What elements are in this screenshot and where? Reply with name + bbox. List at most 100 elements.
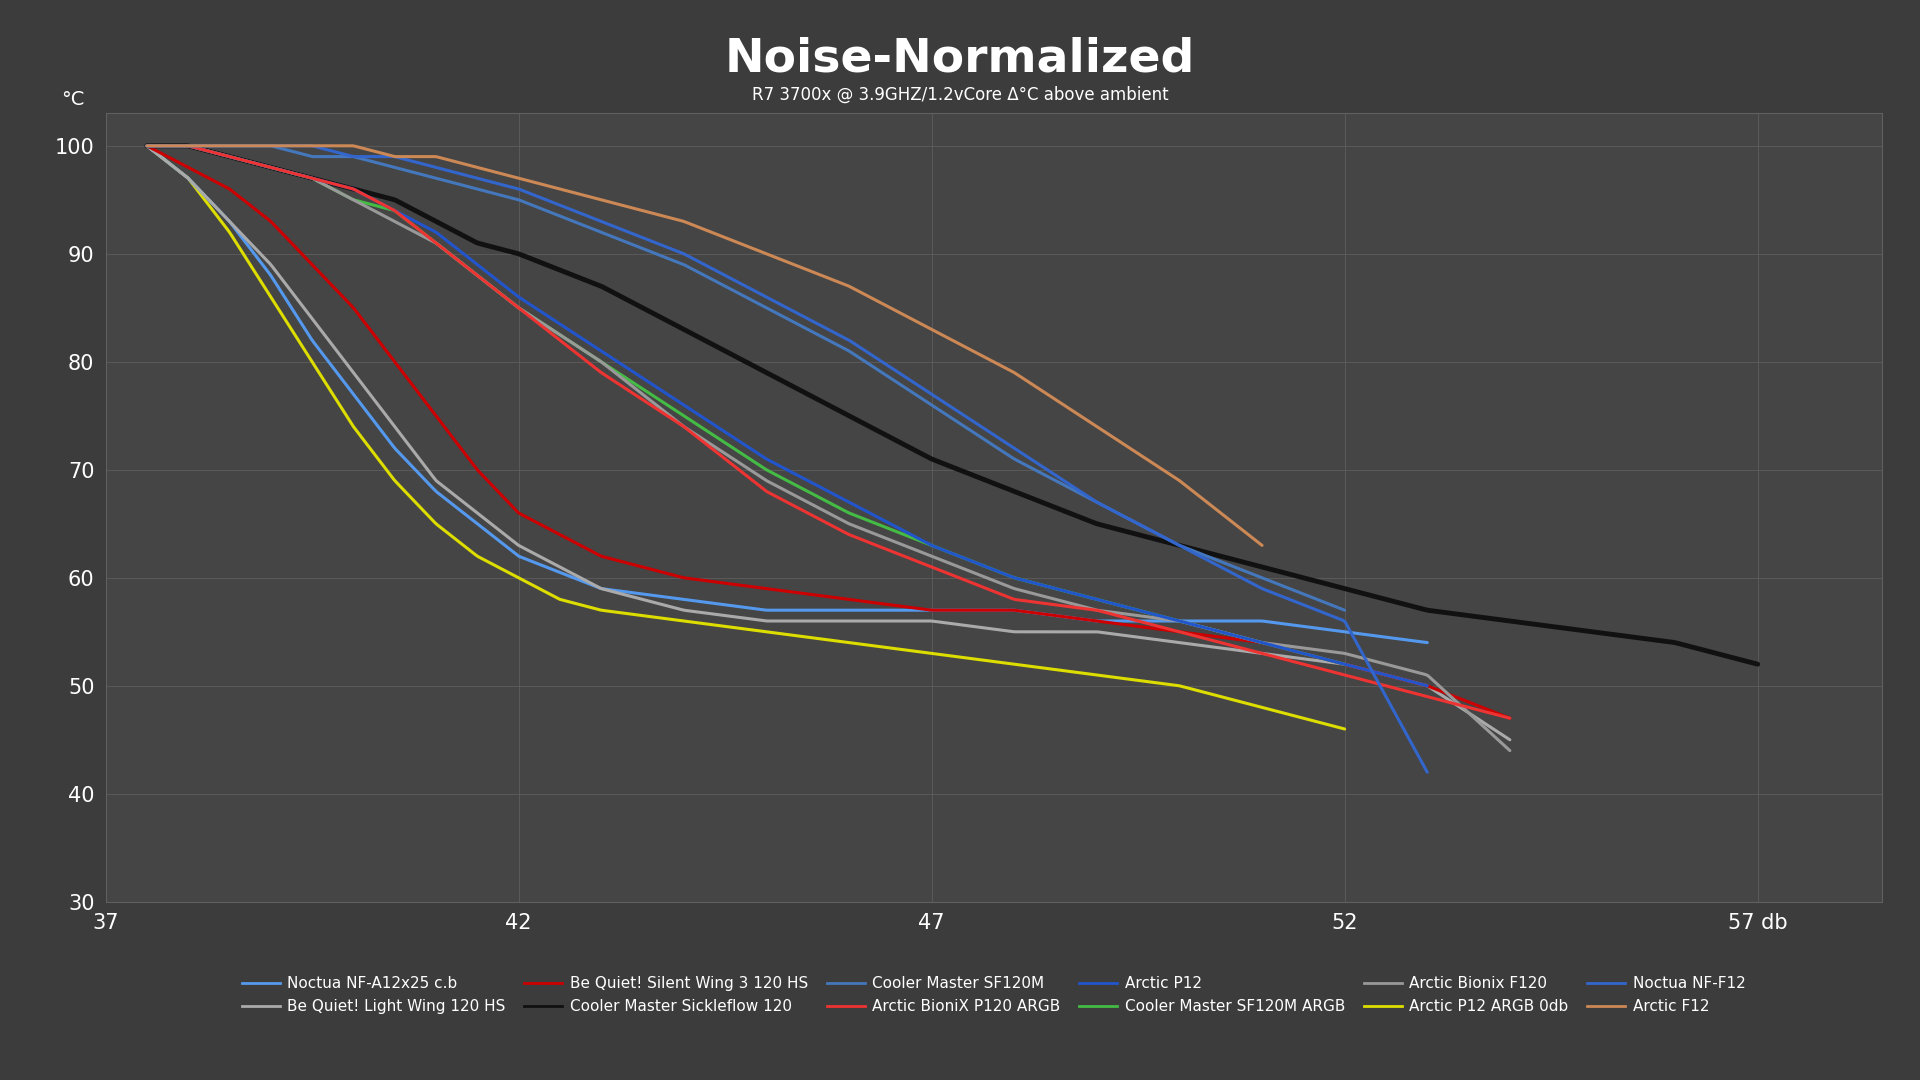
Arctic F12 [136, 139, 159, 152]
Cooler Master SF120M ARGB [849, 511, 872, 524]
Noctua NF-F12 [1185, 548, 1208, 561]
Legend: Noctua NF-A12x25 c.b, Be Quiet! Light Wing 120 HS, Be Quiet! Silent Wing 3 120 H: Noctua NF-A12x25 c.b, Be Quiet! Light Wi… [242, 976, 1745, 1014]
Noctua NF-F12 [1415, 766, 1438, 779]
Arctic F12 [799, 265, 822, 278]
Be Quiet! Silent Wing 3 120 HS [783, 585, 806, 598]
Noctua NF-F12 [828, 328, 851, 341]
Cooler Master SF120M ARGB [1117, 602, 1140, 615]
Noctua NF-F12 [1384, 710, 1407, 723]
Noctua NF-A12x25 c.b [1185, 615, 1208, 627]
Be Quiet! Light Wing 120 HS [136, 139, 159, 152]
Line: Noctua NF-A12x25 c.b: Noctua NF-A12x25 c.b [148, 146, 1427, 643]
Line: Arctic Bionix F120: Arctic Bionix F120 [148, 146, 1509, 751]
Noctua NF-A12x25 c.b [897, 604, 920, 617]
Be Quiet! Light Wing 120 HS [1465, 712, 1488, 725]
Noctua NF-F12 [743, 284, 766, 297]
Cooler Master Sickleflow 120 [910, 447, 933, 460]
Text: Noise-Normalized: Noise-Normalized [726, 37, 1194, 82]
Arctic Bionix F120 [1498, 744, 1521, 757]
Arctic P12 [1185, 619, 1208, 632]
Cooler Master SF120M [849, 352, 872, 365]
Arctic Bionix F120 [783, 488, 806, 501]
Line: Cooler Master Sickleflow 120: Cooler Master Sickleflow 120 [148, 146, 1757, 664]
Line: Noctua NF-F12: Noctua NF-F12 [148, 146, 1427, 772]
Be Quiet! Silent Wing 3 120 HS [1465, 699, 1488, 712]
Cooler Master SF120M ARGB [712, 435, 735, 448]
Cooler Master Sickleflow 120 [136, 139, 159, 152]
Cooler Master SF120M ARGB [1304, 650, 1327, 663]
Cooler Master SF120M ARGB [705, 430, 728, 443]
Arctic P12 [897, 527, 920, 540]
Cooler Master Sickleflow 120 [1707, 648, 1730, 661]
Cooler Master SF120M [136, 139, 159, 152]
Cooler Master SF120M [1304, 593, 1327, 606]
Arctic P12 [1384, 672, 1407, 685]
Be Quiet! Light Wing 120 HS [1498, 733, 1521, 746]
Arctic BioniX P120 ARGB [1465, 703, 1488, 716]
Cooler Master Sickleflow 120 [1006, 487, 1029, 500]
Noctua NF-A12x25 c.b [136, 139, 159, 152]
Noctua NF-A12x25 c.b [751, 604, 774, 617]
Line: Be Quiet! Silent Wing 3 120 HS: Be Quiet! Silent Wing 3 120 HS [148, 146, 1509, 718]
Arctic F12 [1050, 396, 1073, 409]
Arctic F12 [1223, 518, 1246, 531]
Arctic F12 [739, 241, 762, 254]
Arctic P12 [743, 445, 766, 458]
Arctic P12 ARGB 0db [1304, 715, 1327, 728]
Arctic Bionix F120 [1252, 636, 1275, 649]
Line: Arctic BioniX P120 ARGB: Arctic BioniX P120 ARGB [148, 146, 1509, 718]
Arctic BioniX P120 ARGB [136, 139, 159, 152]
Arctic P12 ARGB 0db [705, 619, 728, 632]
Be Quiet! Light Wing 120 HS [783, 615, 806, 627]
Arctic P12 ARGB 0db [849, 637, 872, 650]
Be Quiet! Light Wing 120 HS [791, 615, 814, 627]
Be Quiet! Light Wing 120 HS [947, 618, 970, 631]
Be Quiet! Light Wing 120 HS [1252, 647, 1275, 660]
Noctua NF-A12x25 c.b [1384, 632, 1407, 645]
Cooler Master SF120M [712, 279, 735, 292]
Be Quiet! Silent Wing 3 120 HS [791, 586, 814, 599]
Noctua NF-A12x25 c.b [743, 603, 766, 616]
Be Quiet! Silent Wing 3 120 HS [1252, 636, 1275, 649]
Noctua NF-F12 [897, 373, 920, 386]
Arctic BioniX P120 ARGB [1252, 647, 1275, 660]
Cooler Master SF120M ARGB [1332, 658, 1356, 671]
Arctic P12 ARGB 0db [136, 139, 159, 152]
Cooler Master SF120M [1332, 604, 1356, 617]
Line: Cooler Master SF120M: Cooler Master SF120M [148, 146, 1344, 610]
Cooler Master Sickleflow 120 [900, 442, 924, 455]
Arctic F12 [1250, 539, 1273, 552]
Cooler Master SF120M [1117, 512, 1140, 525]
Text: °C: °C [61, 91, 84, 109]
Arctic P12 [1415, 679, 1438, 692]
Noctua NF-F12 [751, 288, 774, 301]
Arctic P12 ARGB 0db [783, 629, 806, 642]
Arctic Bionix F120 [1465, 714, 1488, 727]
Arctic BioniX P120 ARGB [874, 542, 897, 555]
Arctic P12 [751, 450, 774, 463]
Line: Arctic P12: Arctic P12 [148, 146, 1427, 686]
Arctic Bionix F120 [874, 531, 897, 544]
Arctic P12 [828, 490, 851, 503]
Arctic F12 [664, 213, 687, 226]
Arctic BioniX P120 ARGB [791, 503, 814, 516]
Cooler Master Sickleflow 120 [1455, 609, 1478, 622]
Arctic P12 ARGB 0db [712, 620, 735, 633]
Cooler Master SF120M [705, 274, 728, 287]
Arctic F12 [672, 215, 695, 228]
Arctic P12 [136, 139, 159, 152]
Noctua NF-F12 [136, 139, 159, 152]
Arctic P12 ARGB 0db [1332, 723, 1356, 735]
Text: R7 3700x @ 3.9GHZ/1.2vCore Δ°C above ambient: R7 3700x @ 3.9GHZ/1.2vCore Δ°C above amb… [753, 86, 1167, 104]
Arctic Bionix F120 [791, 492, 814, 505]
Be Quiet! Silent Wing 3 120 HS [874, 597, 897, 610]
Be Quiet! Silent Wing 3 120 HS [1498, 712, 1521, 725]
Arctic BioniX P120 ARGB [783, 499, 806, 512]
Arctic Bionix F120 [947, 561, 970, 573]
Arctic BioniX P120 ARGB [1498, 712, 1521, 725]
Be Quiet! Light Wing 120 HS [874, 615, 897, 627]
Cooler Master SF120M ARGB [136, 139, 159, 152]
Be Quiet! Silent Wing 3 120 HS [136, 139, 159, 152]
Line: Be Quiet! Light Wing 120 HS: Be Quiet! Light Wing 120 HS [148, 146, 1509, 740]
Arctic BioniX P120 ARGB [947, 571, 970, 584]
